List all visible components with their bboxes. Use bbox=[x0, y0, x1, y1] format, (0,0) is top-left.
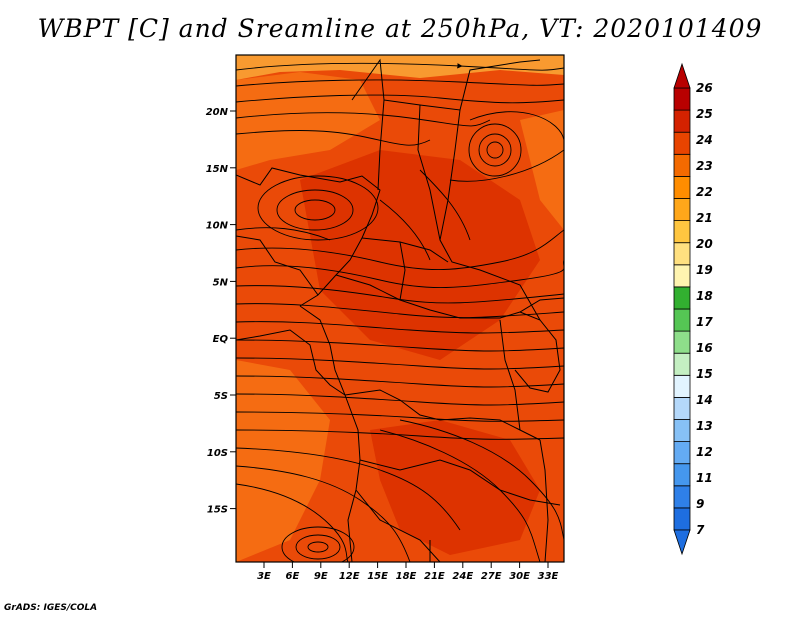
colorbar-label: 22 bbox=[696, 185, 713, 199]
colorbar-swatch bbox=[673, 396, 691, 420]
colorbar-label: 23 bbox=[696, 159, 713, 173]
colorbar-swatch bbox=[673, 286, 691, 310]
lat-label: 15N bbox=[206, 164, 229, 175]
colorbar-swatch bbox=[673, 109, 691, 133]
lat-label: 10S bbox=[207, 448, 228, 459]
colorbar-swatch bbox=[673, 242, 691, 266]
latitude-axis: 20N 15N 10N 5N EQ 5S 10S 15S bbox=[206, 107, 236, 516]
colorbar-swatch bbox=[673, 419, 691, 443]
colorbar-label: 26 bbox=[696, 81, 713, 95]
colorbar-label: 13 bbox=[696, 419, 713, 433]
colorbar-swatch bbox=[673, 507, 691, 531]
lon-label: 15E bbox=[367, 571, 388, 582]
lon-label: 18E bbox=[396, 571, 417, 582]
colorbar-swatch bbox=[673, 131, 691, 155]
colorbar-label: 21 bbox=[696, 211, 713, 225]
colorbar-swatch bbox=[673, 352, 691, 376]
colorbar-max-arrow bbox=[673, 62, 691, 89]
colorbar-label: 16 bbox=[696, 341, 713, 355]
colorbar-swatch bbox=[673, 264, 691, 288]
lat-label: 5S bbox=[214, 391, 228, 402]
colorbar-label: 19 bbox=[696, 263, 713, 277]
colorbar-label: 24 bbox=[696, 133, 713, 147]
colorbar-label: 14 bbox=[696, 393, 713, 407]
chart-title: WBPT [C] and Sreamline at 250hPa, VT: 20… bbox=[37, 14, 763, 43]
longitude-axis: 3E 6E 9E 12E 15E 18E 21E 24E 27E 30E 33E bbox=[257, 562, 559, 582]
lon-label: 21E bbox=[424, 571, 445, 582]
colorbar-swatch bbox=[673, 463, 691, 487]
colorbar-label: 17 bbox=[696, 315, 713, 329]
grads-credit: GrADS: IGES/COLA bbox=[4, 603, 98, 613]
colorbar-label: 20 bbox=[696, 237, 713, 251]
field-zone-east bbox=[520, 110, 564, 230]
lat-label: 10N bbox=[206, 221, 229, 232]
lat-label: 15S bbox=[207, 505, 228, 516]
field-zone-northwest bbox=[236, 72, 380, 170]
map-frame bbox=[235, 54, 565, 563]
colorbar-swatch bbox=[673, 175, 691, 199]
colorbar-swatch bbox=[673, 198, 691, 222]
field-zone-west bbox=[236, 360, 330, 562]
colorbar-swatch bbox=[673, 374, 691, 398]
streamlines bbox=[236, 62, 564, 562]
colorbar-label: 7 bbox=[696, 523, 705, 537]
colorbar-min-arrow bbox=[673, 529, 691, 556]
lon-label: 24E bbox=[452, 571, 473, 582]
map-panel bbox=[236, 55, 564, 562]
colorbar-label: 12 bbox=[696, 445, 713, 459]
lon-label: 3E bbox=[257, 571, 271, 582]
colorbar-label: 15 bbox=[696, 367, 713, 381]
colorbar-swatch bbox=[673, 330, 691, 354]
lat-label: EQ bbox=[213, 334, 229, 345]
lat-label: 20N bbox=[206, 107, 229, 118]
field-zone-north bbox=[236, 55, 564, 80]
colorbar-swatch bbox=[673, 441, 691, 465]
wbpt-shading bbox=[236, 55, 564, 562]
lon-label: 6E bbox=[286, 571, 300, 582]
colorbar-swatch bbox=[673, 220, 691, 244]
colorbar-swatch bbox=[673, 485, 691, 509]
field-zone-center bbox=[300, 150, 540, 360]
lon-label: 9E bbox=[314, 571, 328, 582]
colorbar-label: 18 bbox=[696, 289, 713, 303]
lon-label: 33E bbox=[538, 571, 559, 582]
colorbar: 7 9 11 12 13 14 15 16 17 18 19 20 21 22 23 24 25 26 bbox=[673, 62, 713, 556]
lat-label: 5N bbox=[213, 277, 229, 288]
colorbar-swatch bbox=[673, 308, 691, 332]
colorbar-label: 11 bbox=[696, 471, 713, 485]
field-zone-south bbox=[370, 420, 540, 555]
colorbar-swatch bbox=[673, 153, 691, 177]
colorbar-label: 9 bbox=[696, 497, 704, 511]
colorbar-swatch bbox=[673, 87, 691, 111]
lon-label: 30E bbox=[509, 571, 530, 582]
lon-label: 12E bbox=[339, 571, 360, 582]
lon-label: 27E bbox=[481, 571, 502, 582]
colorbar-label: 25 bbox=[696, 107, 713, 121]
